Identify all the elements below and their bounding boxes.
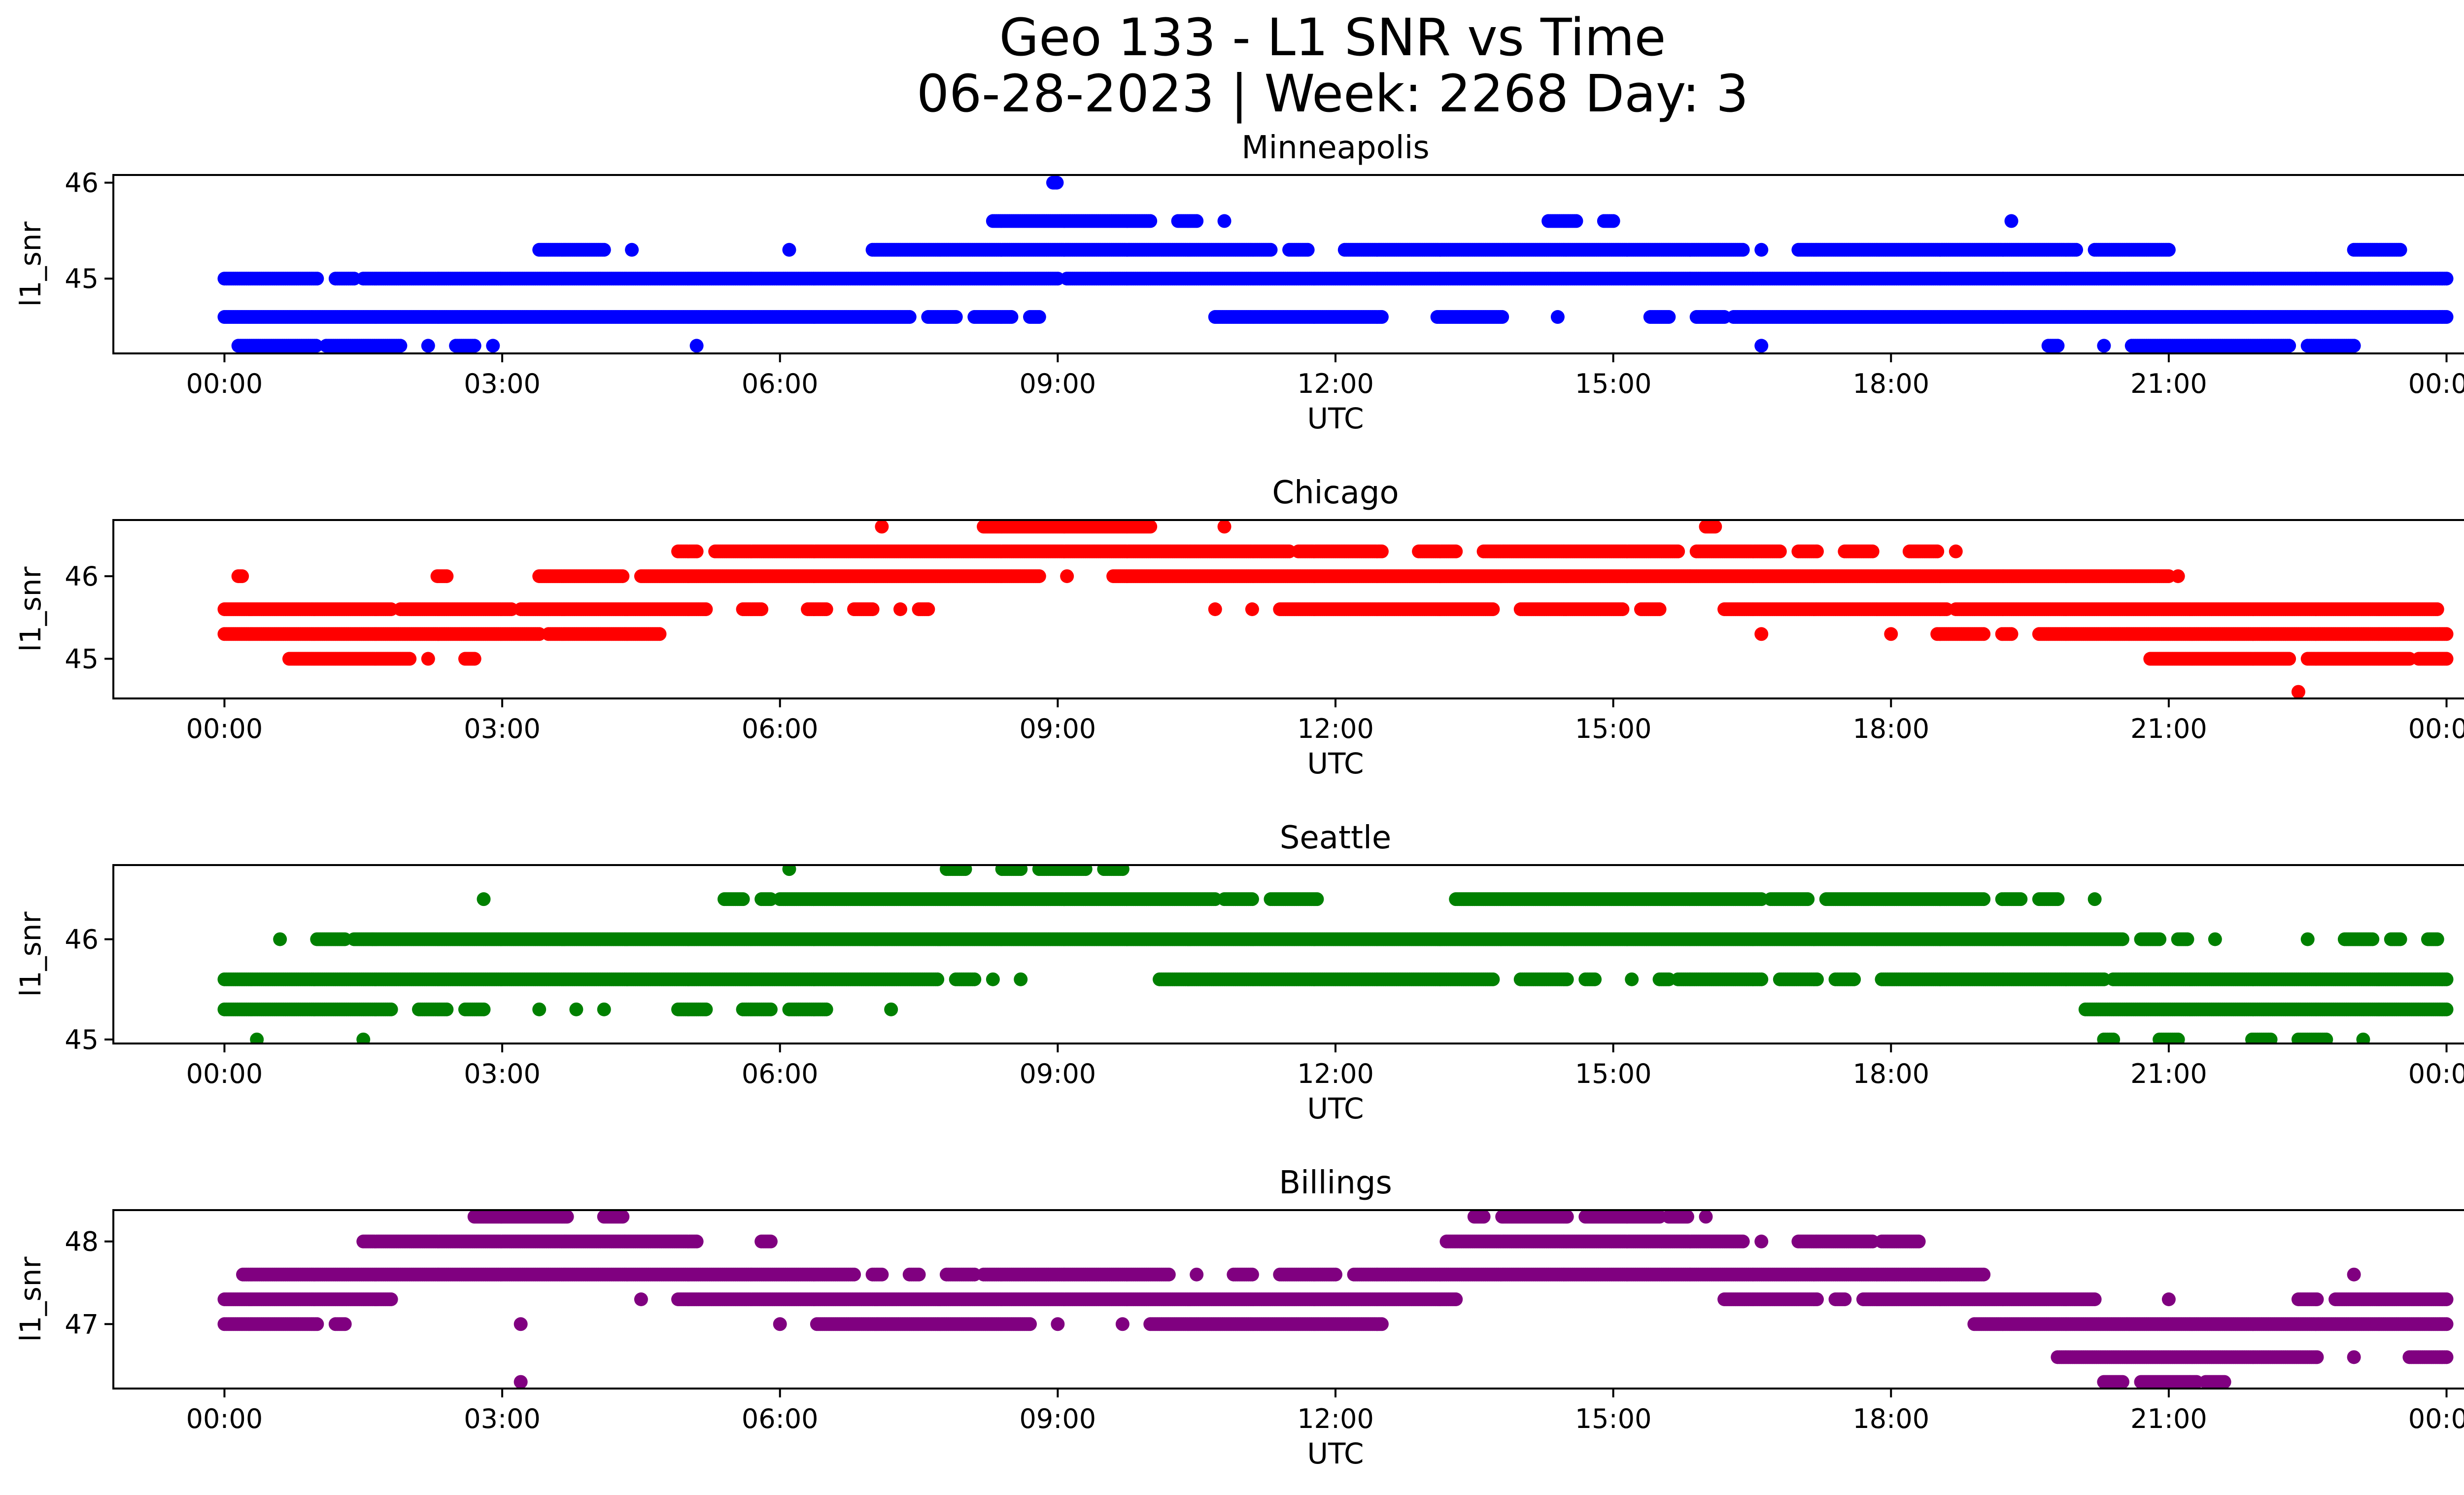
x-tick-label: 21:00 — [2130, 368, 2207, 399]
data-point — [309, 339, 323, 353]
panel-title: Chicago — [1272, 475, 1399, 511]
data-point — [440, 569, 454, 583]
x-tick-label: 09:00 — [1020, 368, 1096, 399]
data-point — [1754, 339, 1769, 353]
data-point — [1032, 310, 1046, 324]
x-tick-label: 03:00 — [464, 368, 541, 399]
chart-subtitle: 06-28-2023 | Week: 2268 Day: 3 — [917, 64, 1748, 124]
x-tick-label: 00:00 — [186, 368, 263, 399]
data-point — [2439, 310, 2454, 324]
data-point — [949, 310, 963, 324]
data-point — [1374, 544, 1389, 558]
data-point — [689, 544, 704, 558]
x-tick-label: 06:00 — [742, 368, 819, 399]
data-point — [2097, 339, 2111, 353]
data-point — [1190, 214, 1204, 228]
data-point — [393, 339, 408, 353]
data-point — [1374, 310, 1389, 324]
data-point — [235, 569, 249, 583]
data-point — [1949, 544, 1963, 558]
data-point — [1050, 175, 1064, 190]
data-point — [782, 243, 796, 257]
data-point — [875, 520, 889, 534]
data-point — [597, 243, 611, 257]
data-point — [1930, 544, 1945, 558]
data-point — [486, 339, 500, 353]
data-point — [1217, 520, 1232, 534]
x-tick-label: 00:00 — [2408, 368, 2464, 399]
data-point — [1550, 310, 1565, 324]
data-point — [1300, 243, 1315, 257]
data-point — [1449, 544, 1463, 558]
data-point — [1264, 243, 1278, 257]
data-point — [1773, 544, 1787, 558]
chart-panels: Minneapolis 45 46 00:00 03:00 06:00 09:00 12:00… — [14, 130, 2464, 1470]
axes-frame — [112, 174, 2464, 354]
data-point — [1060, 569, 1074, 583]
x-tick-label: 12:00 — [1297, 368, 1374, 399]
data-point — [2161, 243, 2176, 257]
chart-title: Geo 133 - L1 SNR vs Time — [999, 7, 1666, 68]
chart-panel: Minneapolis 45 46 00:00 03:00 06:00 09:00 12:00… — [14, 130, 2464, 435]
data-point — [2347, 339, 2361, 353]
x-axis-label: UTC — [1307, 402, 1364, 435]
data-point — [2439, 272, 2454, 286]
data-point — [2069, 243, 2084, 257]
data-point — [1708, 520, 1722, 534]
data-point — [2004, 214, 2019, 228]
data-point — [1217, 214, 1232, 228]
y-axis-label: l1_snr — [14, 221, 47, 307]
data-point — [625, 243, 639, 257]
data-point — [1754, 243, 1769, 257]
data-point — [1143, 520, 1158, 534]
data-point — [689, 339, 704, 353]
data-point — [902, 310, 917, 324]
data-point — [1810, 544, 1824, 558]
data-point — [1671, 544, 1685, 558]
data-point — [2051, 339, 2065, 353]
data-point — [1662, 310, 1676, 324]
data-point — [2282, 339, 2296, 353]
data-point — [1569, 214, 1583, 228]
data-series — [217, 175, 2454, 353]
data-point — [1495, 310, 1509, 324]
data-series — [217, 520, 2454, 698]
panel-title: Minneapolis — [1241, 130, 1429, 166]
x-tick-label: 15:00 — [1575, 368, 1652, 399]
data-point — [616, 569, 630, 583]
data-point — [1004, 310, 1019, 324]
data-point — [421, 339, 435, 353]
data-point — [2393, 243, 2407, 257]
y-tick-label: 45 — [65, 263, 99, 294]
data-point — [2171, 569, 2185, 583]
x-tick-label: 18:00 — [1852, 368, 1929, 399]
data-point — [1606, 214, 1620, 228]
data-point — [1736, 243, 1750, 257]
y-tick-label: 46 — [65, 168, 99, 199]
data-point — [1865, 544, 1880, 558]
data-point — [1032, 569, 1046, 583]
data-point — [467, 339, 481, 353]
data-point — [1143, 214, 1158, 228]
data-point — [310, 272, 324, 286]
